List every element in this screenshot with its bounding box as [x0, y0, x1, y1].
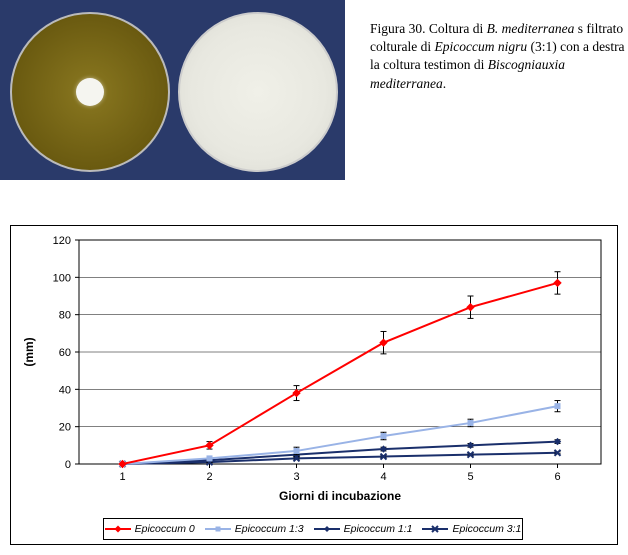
caption-tail: . [443, 76, 446, 91]
svg-text:3: 3 [293, 471, 299, 483]
svg-text:4: 4 [380, 471, 386, 483]
growth-chart: 0 20 40 60 80 100 120 1 2 3 4 5 6 Giorni di incubazio… [10, 225, 618, 545]
svg-text:20: 20 [59, 422, 71, 434]
figure-caption: Figura 30. Coltura di B. mediterranea s … [345, 0, 628, 180]
svg-text:1: 1 [119, 471, 125, 483]
legend-label: Epicoccum 3:1 [452, 523, 521, 535]
legend-item: Epicoccum 1:3 [205, 523, 304, 535]
caption-species-2: Epicoccum nigru [434, 39, 527, 54]
petri-dish-left [10, 12, 170, 172]
svg-text:0: 0 [65, 459, 71, 471]
petri-dish-right [178, 12, 338, 172]
chart-legend: Epicoccum 0 Epicoccum 1:3 Epicoccum 1:1 Epi… [103, 518, 523, 540]
culture-photo [0, 0, 345, 180]
legend-item: Epicoccum 0 [105, 523, 195, 535]
legend-label: Epicoccum 0 [135, 523, 195, 535]
top-row: Figura 30. Coltura di B. mediterranea s … [0, 0, 628, 180]
svg-text:5: 5 [467, 471, 473, 483]
svg-text:Giorni di incubazione: Giorni di incubazione [279, 489, 401, 503]
legend-label: Epicoccum 1:1 [344, 523, 413, 535]
svg-text:60: 60 [59, 347, 71, 359]
svg-text:100: 100 [53, 272, 71, 284]
svg-text:120: 120 [53, 235, 71, 247]
caption-species-1: B. mediterranea [487, 21, 575, 36]
svg-text:2: 2 [206, 471, 212, 483]
svg-text:(mm): (mm) [22, 337, 36, 366]
svg-text:6: 6 [554, 471, 560, 483]
caption-prefix: Figura 30. Coltura di [370, 21, 487, 36]
legend-item: Epicoccum 3:1 [422, 523, 521, 535]
svg-text:80: 80 [59, 310, 71, 322]
chart-svg: 0 20 40 60 80 100 120 1 2 3 4 5 6 Giorni di incubazio… [11, 226, 617, 514]
legend-item: Epicoccum 1:1 [314, 523, 413, 535]
svg-text:40: 40 [59, 384, 71, 396]
legend-label: Epicoccum 1:3 [235, 523, 304, 535]
